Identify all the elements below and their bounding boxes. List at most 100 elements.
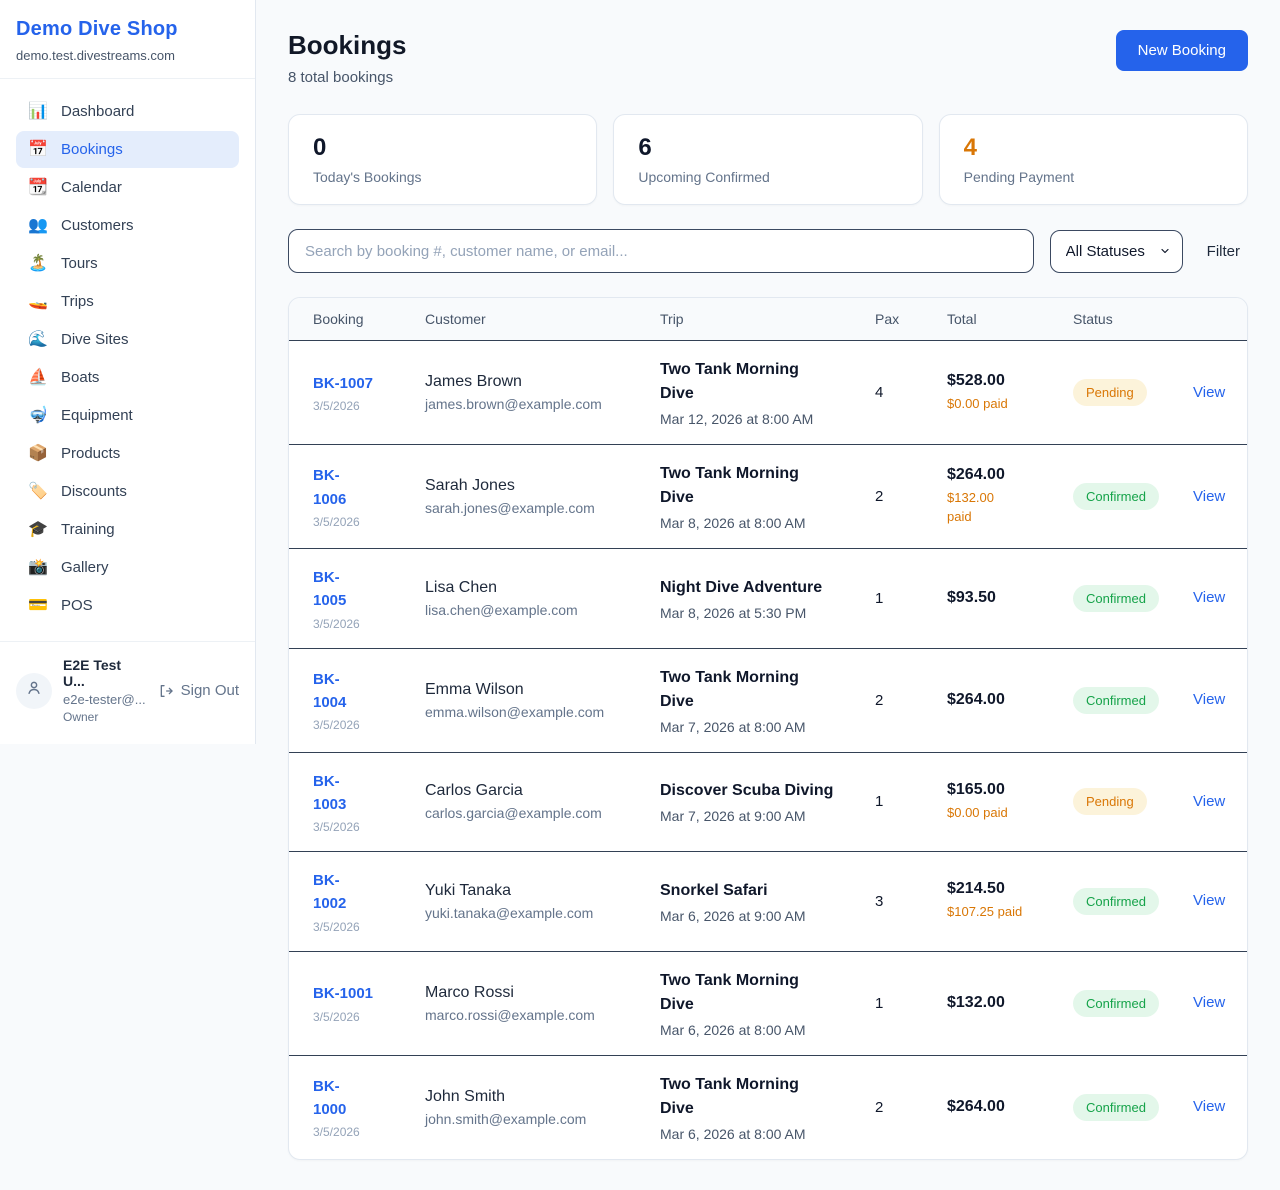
sidebar-item-dashboard[interactable]: 📊 Dashboard [16,93,239,130]
customer-cell: Carlos Garcia carlos.garcia@example.com [425,782,660,821]
paid-amount: $107.25 paid [947,904,1023,920]
action-cell: View [1193,793,1225,811]
view-link[interactable]: View [1193,792,1226,810]
action-cell: View [1193,892,1225,910]
table-body: BK-1007 3/5/2026 James Brown james.brown… [289,341,1247,1159]
view-link[interactable]: View [1193,691,1226,708]
calendar-icon: 📅 [28,140,48,158]
booking-id-link[interactable]: BK-1001 [313,985,374,1003]
pax-cell: 1 [875,793,884,811]
booking-cell: BK- 1002 3/5/2026 [313,869,425,934]
booking-id-link[interactable]: BK- 1005 [313,569,347,610]
table-row: BK-1001 3/5/2026 Marco Rossi marco.rossi… [289,952,1247,1056]
trip-name: Night Dive Adventure [660,578,823,596]
status-cell: Confirmed [1073,1093,1193,1121]
sidebar-item-label: Calendar [61,179,122,196]
sidebar-item-equipment[interactable]: 🤿 Equipment [16,397,239,434]
status-select[interactable]: All Statuses [1049,229,1183,273]
customer-email: lisa.chen@example.com [425,601,578,618]
tear-off-calendar-icon: 📆 [28,178,48,196]
people-icon: 👥 [28,216,48,234]
trip-cell: Two Tank Morning Dive Mar 7, 2026 at 8:0… [660,666,875,735]
customer-name: James Brown [425,373,522,390]
column-header: Booking [313,311,364,327]
new-booking-button[interactable]: New Booking [1115,30,1248,71]
view-link[interactable]: View [1193,994,1226,1011]
action-cell: View [1193,691,1225,709]
view-link[interactable]: View [1193,1098,1226,1115]
sidebar-item-gallery[interactable]: 📸 Gallery [16,549,239,586]
paid-amount: $0.00 paid [947,395,1008,411]
sidebar-item-boats[interactable]: ⛵ Boats [16,359,239,396]
search-input[interactable] [288,229,1034,273]
customer-cell: Marco Rossi marco.rossi@example.com [425,984,660,1023]
status-badge: Confirmed [1073,1093,1159,1121]
status-badge: Confirmed [1073,686,1159,714]
status-cell: Pending [1073,379,1193,406]
status-cell: Confirmed [1073,989,1193,1017]
customer-email: marco.rossi@example.com [425,1006,595,1023]
stat-value: 4 [963,134,978,161]
sidebar-item-tours[interactable]: 🏝️ Tours [16,245,239,282]
customer-email: sarah.jones@example.com [425,500,595,516]
booking-cell: BK- 1004 3/5/2026 [313,668,425,733]
sidebar-item-discounts[interactable]: 🏷️ Discounts [16,473,239,510]
action-cell: View [1193,384,1225,402]
diving-mask-icon: 🤿 [28,406,48,424]
graduation-cap-icon: 🎓 [28,520,48,538]
status-badge: Confirmed [1073,483,1159,510]
action-cell: View [1193,589,1225,607]
sign-out-button[interactable]: Sign Out [158,682,239,699]
sidebar-item-training[interactable]: 🎓 Training [16,511,239,548]
pax-cell: 2 [875,691,884,709]
sidebar-item-label: Discounts [61,483,127,500]
trip-name: Snorkel Safari [660,881,768,899]
user-email: e2e-tester@... [63,692,146,707]
status-cell: Pending [1073,788,1193,816]
status-badge: Pending [1073,788,1147,816]
sidebar-item-bookings[interactable]: 📅 Bookings [16,131,239,168]
view-link[interactable]: View [1193,892,1226,910]
stat-card: 6 Upcoming Confirmed [613,114,923,205]
view-link[interactable]: View [1193,589,1226,607]
booking-id-link[interactable]: BK- 1000 [313,1077,347,1118]
sidebar-item-pos[interactable]: 💳 POS [16,587,239,624]
column-header: Trip [660,311,684,327]
filter-button[interactable]: Filter [1199,243,1248,260]
sidebar-item-label: Customers [61,217,134,234]
column-header [1193,298,1223,340]
sidebar-item-label: Boats [61,369,100,386]
customer-name: John Smith [425,1087,506,1105]
booking-cell: BK-1007 3/5/2026 [313,372,425,413]
booking-date: 3/5/2026 [313,616,360,631]
view-link[interactable]: View [1193,487,1226,505]
booking-id-link[interactable]: BK- 1002 [313,872,347,913]
booking-id-link[interactable]: BK- 1006 [313,467,347,508]
booking-cell: BK- 1006 3/5/2026 [313,464,425,529]
sidebar-item-dive-sites[interactable]: 🌊 Dive Sites [16,321,239,358]
filter-row: All Statuses Filter [288,229,1248,273]
trip-cell: Night Dive Adventure Mar 8, 2026 at 5:30… [660,576,875,621]
customer-email: yuki.tanaka@example.com [425,904,594,921]
sidebar-item-trips[interactable]: 🚤 Trips [16,283,239,320]
total-amount: $165.00 [947,780,1005,798]
total-amount: $264.00 [947,466,1005,484]
table-row: BK-1007 3/5/2026 James Brown james.brown… [289,341,1247,445]
trip-name: Two Tank Morning Dive [660,465,799,506]
sidebar-item-label: Tours [61,255,98,272]
view-link[interactable]: View [1193,383,1226,401]
sidebar-item-customers[interactable]: 👥 Customers [16,207,239,244]
trip-time: Mar 6, 2026 at 8:00 AM [660,1125,806,1142]
trip-time: Mar 7, 2026 at 9:00 AM [660,808,806,825]
total-amount: $214.50 [947,880,1005,898]
sidebar: Demo Dive Shop demo.test.divestreams.com… [0,0,256,744]
sidebar-item-products[interactable]: 📦 Products [16,435,239,472]
trip-name: Two Tank Morning Dive [660,668,799,710]
booking-id-link[interactable]: BK- 1003 [313,772,347,813]
sidebar-item-calendar[interactable]: 📆 Calendar [16,169,239,206]
booking-date: 3/5/2026 [313,1009,360,1024]
booking-id-link[interactable]: BK- 1004 [313,670,347,711]
customer-email: emma.wilson@example.com [425,703,605,720]
booking-id-link[interactable]: BK-1007 [313,374,374,392]
user-name: E2E Test U... [63,657,122,689]
